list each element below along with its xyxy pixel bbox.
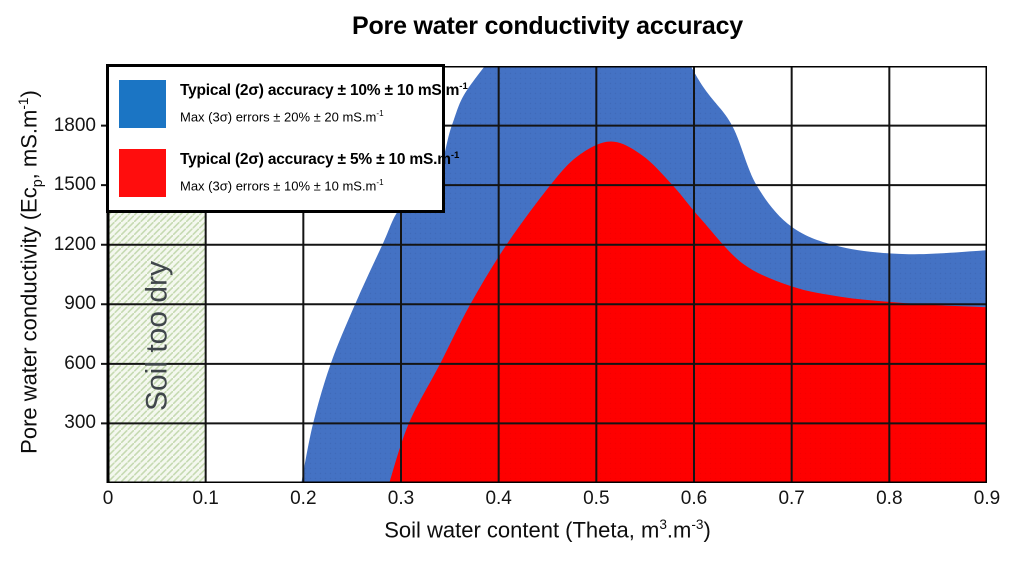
legend-red-typical-accuracy: Typical (2σ) accuracy ± 5% ± 10 mS.m-1 [180, 150, 460, 169]
soil-too-dry-label: Soil too dry [141, 261, 174, 411]
legend-swatch-red [119, 149, 166, 197]
y-tick-label: 300 [64, 412, 96, 434]
legend-item-blue: Typical (2σ) accuracy ± 10% ± 10 mS.m-1 … [119, 80, 468, 128]
legend-blue-typical-accuracy: Typical (2σ) accuracy ± 10% ± 10 mS.m-1 [180, 81, 468, 100]
y-tick-label: 900 [64, 293, 96, 315]
x-tick-label: 0.9 [973, 488, 1001, 509]
x-tick-label: 0 [102, 488, 114, 509]
x-tick-label: 0.2 [290, 488, 317, 509]
x-tick-label: 0.3 [387, 488, 415, 509]
y-tick-label: 1800 [53, 114, 96, 136]
legend-blue-max-errors: Max (3σ) errors ± 20% ± 20 mS.m-1 [180, 109, 384, 125]
x-tick-label: 0.7 [778, 488, 805, 509]
y-axis-label: Pore water conductivity (Ecp, mS.m-1) [16, 90, 46, 454]
x-tick-label: 0.6 [680, 488, 708, 509]
plot-border [106, 66, 987, 483]
x-tick-label: 0.8 [876, 488, 903, 509]
legend-swatch-blue [119, 80, 166, 128]
legend-item-red: Typical (2σ) accuracy ± 5% ± 10 mS.m-1 M… [119, 149, 459, 197]
legend-red-max-errors: Max (3σ) errors ± 10% ± 10 mS.m-1 [180, 178, 384, 194]
typical-2sigma-5pct-band [389, 141, 987, 483]
x-tick-label: 0.4 [485, 488, 512, 509]
chart-title: Pore water conductivity accuracy [352, 12, 743, 40]
y-tick-label: 1500 [53, 174, 96, 196]
y-tick-label: 1200 [53, 233, 96, 255]
accuracy-bands [301, 66, 987, 483]
legend: Typical (2σ) accuracy ± 10% ± 10 mS.m-1 … [106, 64, 468, 213]
y-tick-label: 600 [64, 352, 96, 374]
x-axis-label: Soil water content (Theta, m3.m-3) [384, 517, 711, 543]
x-tick-label: 0.1 [192, 488, 219, 509]
x-tick-label: 0.5 [583, 488, 610, 509]
